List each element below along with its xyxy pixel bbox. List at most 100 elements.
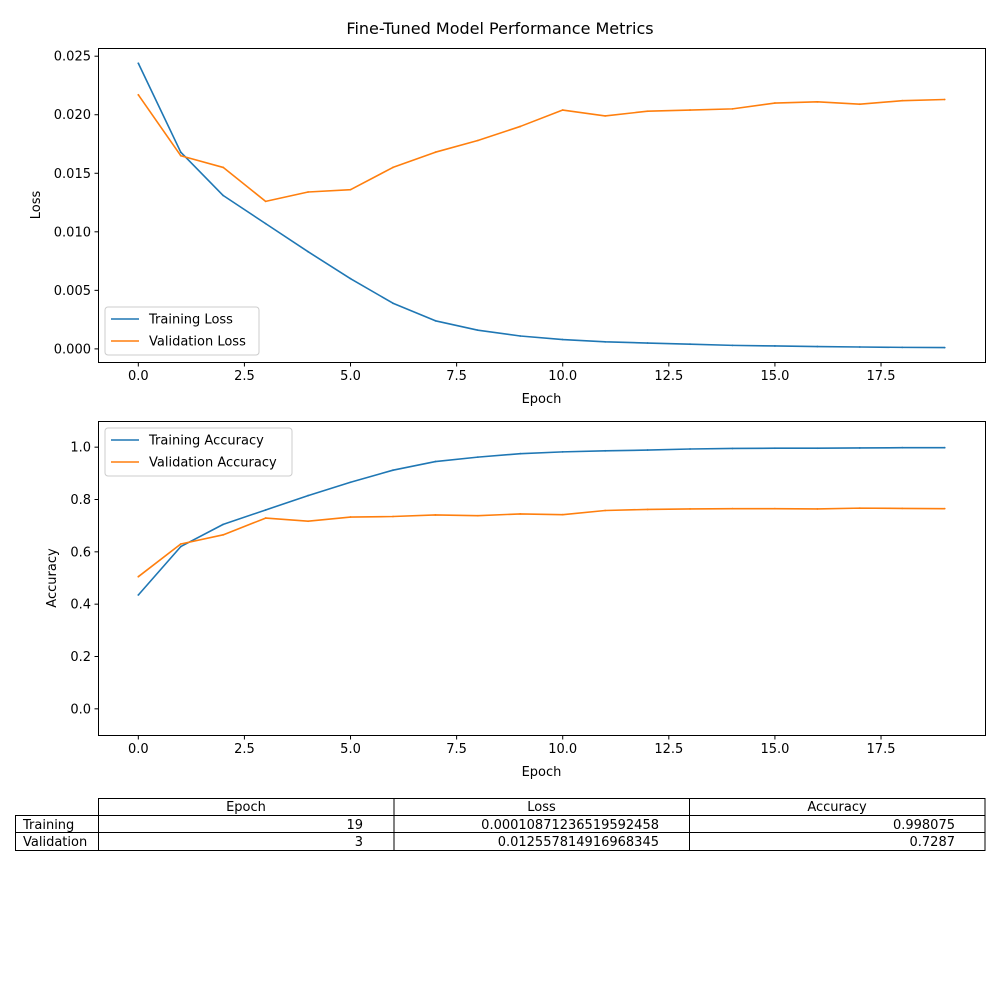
y-tick-label: 0.010	[54, 225, 91, 240]
legend-label: Training Accuracy	[148, 434, 264, 449]
data-point	[731, 107, 734, 110]
y-tick-label: 0.000	[54, 342, 91, 357]
x-tick-label: 5.0	[340, 369, 361, 384]
data-point	[774, 507, 776, 510]
x-tick-label: 5.0	[340, 742, 361, 757]
x-tick-label: 15.0	[760, 742, 789, 757]
table-cell	[98, 832, 395, 851]
data-point	[689, 508, 691, 510]
y-tick-label: 0.005	[54, 284, 91, 299]
data-point	[519, 512, 522, 515]
table-row-label-validation: Validation	[23, 835, 87, 850]
x-tick-label: 7.5	[446, 369, 467, 384]
y-tick-label: 0.6	[70, 545, 91, 560]
legend-box	[104, 427, 293, 477]
data-point	[858, 447, 861, 449]
data-point	[519, 125, 522, 128]
y-tick-label: 0.2	[70, 650, 91, 665]
series-line-training-loss	[137, 62, 945, 349]
x-tick-label: 12.5	[654, 369, 683, 384]
data-point	[689, 448, 691, 450]
y-tick-label: 0.020	[54, 108, 91, 123]
data-point	[519, 335, 522, 337]
data-point	[179, 543, 182, 545]
x-tick-label: 15.0	[760, 369, 789, 384]
x-tick-label: 10.0	[548, 369, 577, 384]
data-point	[816, 345, 819, 348]
data-point	[858, 346, 861, 348]
data-point	[901, 346, 904, 349]
loss-chart: 0.0 2.5 5.0 7.5 10.0 12.5 15.0 17.5 0.000 0.005 0.…	[29, 48, 986, 407]
data-point	[137, 575, 140, 578]
data-point	[264, 222, 267, 225]
data-point	[646, 508, 649, 511]
data-point	[604, 115, 607, 117]
data-point	[264, 200, 267, 203]
table-cell	[689, 832, 986, 851]
x-axis-label: Epoch	[522, 765, 562, 780]
data-point	[561, 109, 564, 111]
data-point	[349, 516, 352, 518]
y-axis-label: Loss	[29, 191, 44, 220]
data-point	[179, 151, 182, 154]
data-point	[137, 62, 140, 65]
data-point	[307, 191, 309, 193]
data-point	[434, 514, 437, 516]
data-point	[943, 98, 946, 101]
data-point	[264, 509, 267, 511]
figure-title: Fine-Tuned Model Performance Metrics	[346, 19, 653, 38]
data-point	[646, 342, 649, 344]
accuracy-chart: 0.0 2.5 5.0 7.5 10.0 12.5 15.0 17.5 0.0 0.2 0.4 0.6…	[45, 421, 986, 780]
x-tick-label: 17.5	[867, 369, 896, 384]
table-header-accuracy: Accuracy	[807, 800, 867, 815]
legend: Training Accuracy Validation Accuracy	[104, 427, 293, 477]
data-point	[222, 533, 225, 536]
plot-frame	[98, 421, 986, 736]
x-tick-label: 0.0	[128, 369, 149, 384]
data-point	[646, 449, 649, 451]
data-point	[646, 110, 649, 113]
y-tick-label: 1.0	[70, 441, 91, 456]
legend-label: Validation Loss	[149, 335, 246, 350]
data-point	[476, 456, 479, 459]
data-point	[476, 514, 479, 517]
data-point	[858, 507, 861, 510]
data-point	[816, 447, 819, 450]
plot-frame	[98, 48, 986, 363]
data-point	[858, 103, 861, 106]
y-axis-label: Accuracy	[45, 548, 60, 608]
legend-box	[104, 306, 260, 356]
data-point	[434, 319, 437, 322]
data-point	[222, 166, 225, 169]
data-point	[901, 507, 904, 510]
x-tick-label: 2.5	[234, 369, 255, 384]
data-point	[689, 109, 691, 111]
data-point	[392, 515, 394, 518]
table-header-loss: Loss	[527, 800, 556, 815]
data-point	[731, 507, 734, 510]
data-point	[943, 446, 946, 449]
data-point	[137, 93, 140, 96]
metrics-table: Epoch Loss Accuracy Training 19 0.000108…	[15, 798, 986, 851]
table-cell-training-accuracy: 0.998075	[893, 818, 955, 833]
data-point	[179, 545, 182, 548]
x-tick-label: 17.5	[867, 742, 896, 757]
data-point	[943, 507, 946, 510]
data-point	[731, 344, 734, 347]
x-tick-label: 0.0	[128, 742, 149, 757]
data-point	[561, 450, 564, 453]
data-point	[604, 509, 607, 512]
data-point	[307, 250, 309, 253]
data-point	[307, 494, 309, 497]
legend: Training Loss Validation Loss	[104, 306, 260, 356]
x-axis-label: Epoch	[522, 392, 562, 407]
data-point	[816, 508, 819, 510]
x-tick-label: 7.5	[446, 742, 467, 757]
series-line-validation-loss	[137, 94, 945, 203]
data-point	[476, 139, 479, 142]
data-point	[264, 517, 267, 519]
data-point	[561, 513, 564, 516]
series-line-validation-accuracy	[137, 507, 945, 578]
data-point	[943, 346, 946, 349]
data-point	[392, 469, 394, 472]
